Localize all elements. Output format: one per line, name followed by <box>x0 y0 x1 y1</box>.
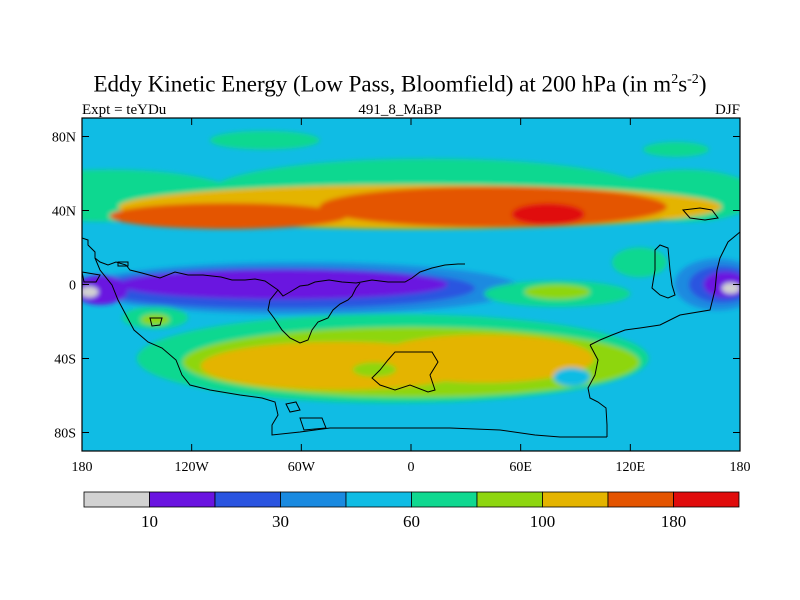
contour-band-s-blue-hole <box>553 367 591 387</box>
contour-eq-purple <box>118 269 448 300</box>
x-tick-label: 60E <box>509 460 532 475</box>
coastline-south-america <box>267 282 361 344</box>
title-sup-1: 2 <box>671 72 679 87</box>
plot-area <box>82 118 740 451</box>
colorbar-bin <box>411 491 478 508</box>
contour-band-s-yellow-e <box>374 334 594 383</box>
experiment-label: Expt = teYDu <box>82 102 167 118</box>
y-tick-label: 0 <box>69 279 76 294</box>
colorbar-label: 60 <box>403 512 420 531</box>
colorbar-bin <box>214 491 281 508</box>
colorbar: 10 30 60 100 180 <box>83 491 740 531</box>
x-tick-label: 120W <box>175 460 210 475</box>
coastline-north-america <box>82 237 465 297</box>
colorbar-label: 10 <box>141 512 158 531</box>
season-label: DJF <box>714 102 740 118</box>
colorbar-bin <box>607 491 674 508</box>
coastline-pacific-isles <box>82 261 327 431</box>
colorbar-bin <box>83 491 150 508</box>
coastline-japan <box>681 207 719 221</box>
contour-arctic-green-2 <box>643 142 709 157</box>
title-text: Eddy Kinetic Energy (Low Pass, Bloomfiel… <box>93 71 672 97</box>
coastline-australia <box>587 344 608 437</box>
contour-band-n-red <box>511 203 585 226</box>
x-tick-label: 180 <box>72 460 93 475</box>
y-tick-label: 40S <box>54 353 76 368</box>
contour-eq-grey-e <box>721 282 740 294</box>
title-sup-2: -2 <box>687 72 699 87</box>
contour-eq-purple-w <box>82 275 128 305</box>
colorbar-label: 30 <box>272 512 289 531</box>
contour-pac-s-lime <box>140 314 170 326</box>
title-close: ) <box>698 71 707 97</box>
contour-eq-lime-pac <box>524 284 591 300</box>
x-tick-label: 60W <box>288 460 316 475</box>
x-tick-label: 180 <box>730 460 751 475</box>
y-tick-label: 80N <box>52 131 76 146</box>
x-tick-label: 0 <box>408 460 415 475</box>
y-axis: 80N 40N 0 40S 80S <box>52 131 740 442</box>
colorbar-label: 100 <box>530 512 556 531</box>
colorbar-bin <box>345 491 412 508</box>
coastline-eurasia <box>589 231 740 346</box>
contour-eq-grey-w <box>82 286 99 298</box>
map-title: Eddy Kinetic Energy (Low Pass, Bloomfiel… <box>0 66 800 99</box>
contour-field <box>82 130 740 403</box>
colorbar-bin <box>149 491 216 508</box>
contour-arctic-green <box>209 130 320 150</box>
colorbar-bin <box>673 491 740 508</box>
x-tick-label: 120E <box>616 460 646 475</box>
colorbar-bin <box>280 491 347 508</box>
contour-band-s-lime-in <box>352 362 397 377</box>
coastline-africa <box>371 351 439 393</box>
colorbar-bin <box>476 491 543 508</box>
title-unit-s: s <box>678 71 688 97</box>
coastline-asia-east <box>651 244 676 299</box>
y-tick-label: 40N <box>52 205 76 220</box>
contour-pac-n-green <box>612 247 667 278</box>
x-axis: 180 120W 60W 0 60E 120E 180 <box>72 118 751 475</box>
coastline-andes <box>94 257 607 438</box>
contour-band-n-orange-e <box>319 186 667 228</box>
contour-band-n-orange-w <box>109 203 348 229</box>
colorbar-bin <box>542 491 609 508</box>
y-tick-label: 80S <box>54 427 76 442</box>
experiment-id: 491_8_MaBP <box>358 102 442 118</box>
colorbar-label: 180 <box>661 512 687 531</box>
coastlines <box>82 207 740 438</box>
